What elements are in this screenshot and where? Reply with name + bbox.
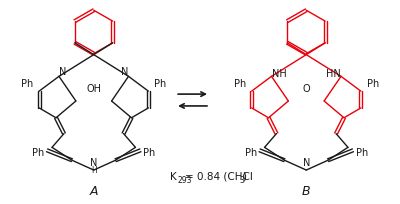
Text: HN: HN (326, 69, 340, 79)
Text: H: H (91, 165, 97, 174)
Text: ): ) (243, 171, 247, 181)
Text: N: N (59, 67, 67, 77)
Text: = 0.84 (CHCl: = 0.84 (CHCl (185, 171, 253, 181)
Text: N: N (90, 157, 98, 167)
Text: 3: 3 (240, 176, 244, 185)
Text: Ph: Ph (21, 79, 33, 89)
Text: OH: OH (86, 84, 101, 94)
Text: A: A (90, 184, 98, 197)
Text: 293: 293 (177, 176, 192, 185)
Text: NH: NH (272, 69, 287, 79)
Text: B: B (302, 184, 310, 197)
Text: Ph: Ph (32, 147, 44, 157)
Text: Ph: Ph (143, 147, 156, 157)
Text: Ph: Ph (154, 79, 166, 89)
Text: Ph: Ph (367, 79, 379, 89)
Text: Ph: Ph (244, 147, 257, 157)
Text: K: K (170, 171, 177, 181)
Text: Ph: Ph (356, 147, 368, 157)
Text: N: N (121, 67, 128, 77)
Text: Ph: Ph (234, 79, 246, 89)
Text: O: O (302, 84, 310, 94)
Text: N: N (302, 157, 310, 167)
